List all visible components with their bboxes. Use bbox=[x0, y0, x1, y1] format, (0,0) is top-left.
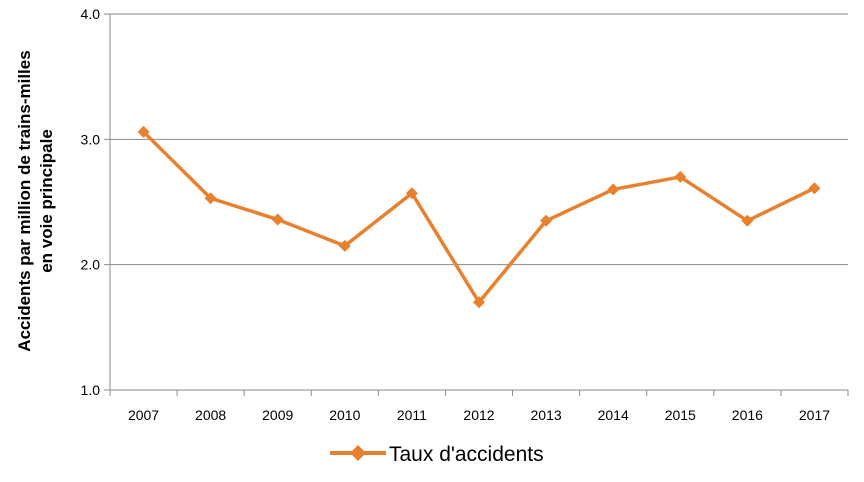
y-tick-label: 1.0 bbox=[81, 382, 101, 398]
data-point bbox=[338, 239, 351, 252]
data-point bbox=[473, 296, 485, 309]
legend: Taux d'accidents bbox=[330, 443, 544, 466]
x-tick-label: 2012 bbox=[463, 407, 494, 423]
y-axis-title-line-1: Accidents par million de trains-milles bbox=[15, 50, 34, 351]
data-point bbox=[204, 192, 217, 205]
x-tick-label: 2009 bbox=[262, 407, 293, 423]
x-tick-label: 2008 bbox=[195, 407, 226, 423]
data-point bbox=[674, 170, 687, 183]
x-axis-ticks: 2007 2008 2009 2010 2011 2012 2013 2014 2015 2016… bbox=[109, 390, 849, 423]
y-tick-label: 2.0 bbox=[81, 257, 101, 273]
data-point bbox=[607, 183, 620, 196]
data-point bbox=[271, 213, 284, 226]
x-tick-label: 2017 bbox=[799, 407, 830, 423]
y-tick-label: 3.0 bbox=[81, 131, 101, 147]
x-tick-label: 2007 bbox=[128, 407, 159, 423]
data-point bbox=[540, 214, 553, 227]
x-tick-label: 2010 bbox=[329, 407, 360, 423]
x-tick-label: 2013 bbox=[531, 407, 562, 423]
data-point bbox=[405, 187, 418, 200]
legend-diamond-icon bbox=[350, 445, 366, 461]
series-line bbox=[142, 130, 816, 305]
x-tick-label: 2011 bbox=[397, 407, 427, 423]
legend-label: Taux d'accidents bbox=[389, 443, 544, 466]
y-axis-title: Accidents par million de trains-milles e… bbox=[15, 50, 56, 351]
data-point bbox=[137, 125, 150, 138]
x-tick-label: 2015 bbox=[665, 407, 696, 423]
x-tick-label: 2014 bbox=[598, 407, 629, 423]
axes bbox=[109, 14, 848, 391]
x-tick-label: 2016 bbox=[732, 407, 763, 423]
series-layer bbox=[137, 125, 821, 309]
data-point bbox=[741, 214, 754, 227]
y-axis-ticks: 1.0 2.0 3.0 4.0 bbox=[81, 6, 110, 398]
y-tick-label: 4.0 bbox=[81, 6, 101, 22]
data-point bbox=[808, 182, 821, 195]
y-axis-title-line-2: en voie principale bbox=[37, 129, 56, 273]
gridlines bbox=[110, 13, 848, 266]
